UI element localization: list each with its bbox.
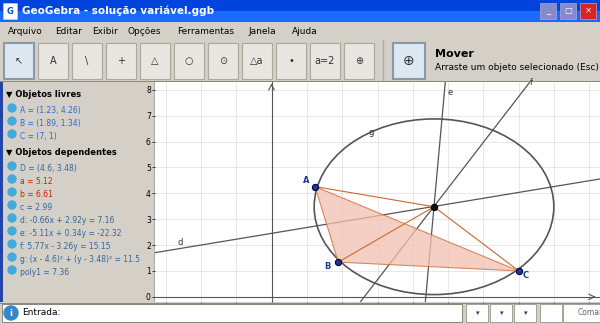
Text: e: -5.11x + 0.34y = -22.32: e: -5.11x + 0.34y = -22.32 [20,229,121,238]
Text: ↖: ↖ [15,56,23,66]
Text: ⊕: ⊕ [403,54,415,68]
Text: a = 5.12: a = 5.12 [20,177,53,186]
Circle shape [8,130,16,138]
Polygon shape [315,187,519,271]
Text: G: G [7,6,13,16]
Text: b = 6.61: b = 6.61 [20,190,53,199]
Text: ▼ Objetos livres: ▼ Objetos livres [6,90,81,99]
Circle shape [8,201,16,209]
FancyBboxPatch shape [242,43,272,79]
Text: \: \ [85,56,89,66]
Text: GeoGebra - solução variável.ggb: GeoGebra - solução variável.ggb [22,6,214,16]
FancyBboxPatch shape [140,43,170,79]
Text: Comando...: Comando... [578,308,600,317]
Text: c = 2.99: c = 2.99 [20,203,52,212]
Circle shape [8,253,16,261]
FancyBboxPatch shape [106,43,136,79]
Text: A = (1.23, 4.26): A = (1.23, 4.26) [20,106,81,115]
Circle shape [8,175,16,183]
Bar [540,3,556,19]
Text: i: i [10,308,13,318]
Bar [2,304,462,322]
Text: ▾: ▾ [476,310,480,316]
Bar [514,304,536,322]
Bar [560,3,576,19]
Text: •: • [288,56,294,66]
Circle shape [4,306,18,320]
Text: Ferramentas: Ferramentas [177,27,234,36]
FancyBboxPatch shape [72,43,102,79]
Bar [580,3,596,19]
Text: ×: × [584,6,592,16]
Bar [490,304,512,322]
Bar [3,3,17,19]
Text: Janela: Janela [248,27,275,36]
Text: ▼ Objetos dependentes: ▼ Objetos dependentes [6,148,117,157]
Text: +: + [117,56,125,66]
Text: d: d [178,238,184,248]
Text: Entrada:: Entrada: [22,308,61,317]
Text: poly1 = 7.36: poly1 = 7.36 [20,268,69,277]
Text: Arquivo: Arquivo [8,27,43,36]
Text: Editar: Editar [55,27,82,36]
Text: ▾: ▾ [524,310,528,316]
FancyBboxPatch shape [38,43,68,79]
Circle shape [8,117,16,125]
Text: A: A [50,56,56,66]
Text: d: -0.66x + 2.92y = 7.16: d: -0.66x + 2.92y = 7.16 [20,216,115,225]
Text: □: □ [564,6,572,16]
Circle shape [8,162,16,170]
Text: D = (4.6, 3.48): D = (4.6, 3.48) [20,164,77,173]
Text: g: g [368,128,373,137]
Text: Ajuda: Ajuda [292,27,318,36]
Text: Arraste um objeto selecionado (Esc): Arraste um objeto selecionado (Esc) [435,64,599,73]
Text: C = (7, 1): C = (7, 1) [20,132,57,141]
Circle shape [8,104,16,112]
Text: △: △ [151,56,159,66]
Text: Opções: Opções [128,27,161,36]
FancyBboxPatch shape [208,43,238,79]
Text: B: B [324,262,331,272]
Text: e: e [448,88,453,97]
FancyBboxPatch shape [310,43,340,79]
Bar [540,304,562,322]
Text: ⊙: ⊙ [219,56,227,66]
Bar [154,82,155,302]
Text: Mover: Mover [435,49,474,59]
Bar [466,304,488,322]
Text: a=2: a=2 [315,56,335,66]
Text: ⊕: ⊕ [355,56,363,66]
Bar [0,82,3,302]
Text: _: _ [546,6,550,16]
Text: ○: ○ [185,56,193,66]
Text: B = (1.89, 1.34): B = (1.89, 1.34) [20,119,80,128]
Text: f: f [529,78,532,87]
FancyBboxPatch shape [393,43,425,79]
Text: g: (x - 4.6)² + (y - 3.48)² = 11.5: g: (x - 4.6)² + (y - 3.48)² = 11.5 [20,255,140,264]
Circle shape [8,188,16,196]
Circle shape [8,266,16,274]
Text: Exibir: Exibir [92,27,118,36]
Circle shape [8,214,16,222]
FancyBboxPatch shape [344,43,374,79]
Text: A: A [302,177,309,185]
FancyBboxPatch shape [4,43,34,79]
Text: ▾: ▾ [500,310,504,316]
Text: C: C [523,271,529,280]
FancyBboxPatch shape [174,43,204,79]
Text: f: 5.77x - 3.26y = 15.15: f: 5.77x - 3.26y = 15.15 [20,242,110,251]
FancyBboxPatch shape [276,43,306,79]
Text: △a: △a [250,56,264,66]
Circle shape [8,240,16,248]
Bar [563,304,600,322]
Bar [0,0,600,11]
Circle shape [8,227,16,235]
